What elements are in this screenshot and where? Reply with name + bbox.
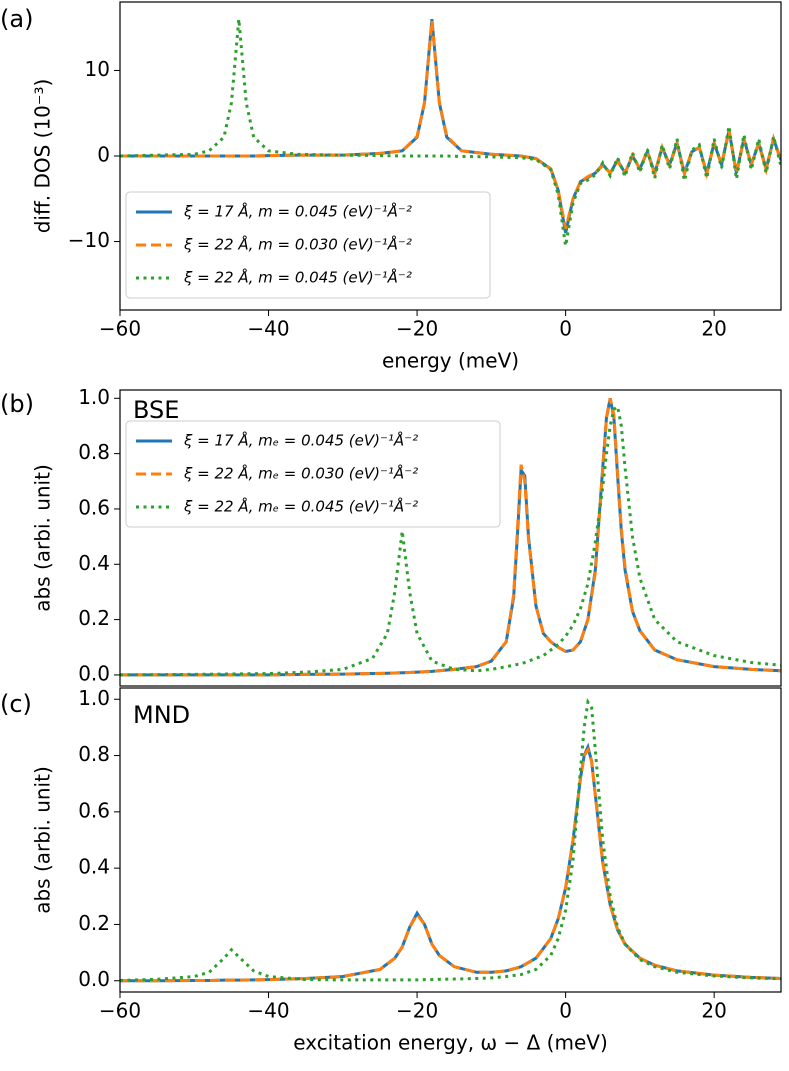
legend-label: ξ = 22 Å, m = 0.045 (eV)⁻¹Å⁻² <box>183 268 412 287</box>
line-series <box>120 18 781 247</box>
y-tick-label: 0.0 <box>78 967 110 991</box>
y-tick-label: 0.6 <box>78 798 110 822</box>
y-tick-label: 0 <box>97 143 110 167</box>
annotation: MND <box>133 701 190 729</box>
panel-label: (a) <box>0 5 33 33</box>
line-series <box>120 746 781 983</box>
y-axis-label: diff. DOS (10⁻³) <box>31 79 55 234</box>
legend-label: ξ = 17 Å, mₑ = 0.045 (eV)⁻¹Å⁻² <box>183 431 418 450</box>
y-tick-label: 0.2 <box>78 606 110 630</box>
y-tick-label: 0.6 <box>78 495 110 519</box>
line-series <box>120 697 781 982</box>
legend: ξ = 17 Å, mₑ = 0.045 (eV)⁻¹Å⁻² ξ = 22 Å, … <box>125 420 501 528</box>
x-tick-label: 20 <box>701 999 726 1023</box>
y-tick-label: 1.0 <box>78 686 110 710</box>
panel-label: (b) <box>0 390 34 418</box>
line-series <box>120 742 781 983</box>
annotation: BSE <box>133 396 179 424</box>
y-axis-label: abs (arbi. unit) <box>31 766 55 914</box>
y-axis-label: abs (arbi. unit) <box>31 464 55 612</box>
y-tick-label: 10 <box>85 57 110 81</box>
x-tick-label: 0 <box>559 317 572 341</box>
plot-area <box>120 697 781 983</box>
x-tick-label: 0 <box>559 999 572 1023</box>
x-tick-label: −40 <box>247 317 289 341</box>
y-tick-label: 0.0 <box>78 661 110 685</box>
x-tick-label: −40 <box>247 999 289 1023</box>
x-tick-label: −20 <box>396 317 438 341</box>
x-tick-label: −20 <box>396 999 438 1023</box>
axes-frame <box>119 389 782 687</box>
panel-label: (c) <box>0 690 32 718</box>
line-series <box>120 397 781 677</box>
y-tick-label: −10 <box>68 228 110 252</box>
y-tick-label: 0.2 <box>78 911 110 935</box>
y-tick-label: 0.8 <box>78 440 110 464</box>
x-tick-label: −60 <box>99 999 141 1023</box>
axes-frame <box>119 687 782 993</box>
legend-label: ξ = 22 Å, mₑ = 0.045 (eV)⁻¹Å⁻² <box>183 497 418 516</box>
y-tick-label: 0.4 <box>78 855 110 879</box>
legend-label: ξ = 22 Å, mₑ = 0.030 (eV)⁻¹Å⁻² <box>183 464 418 483</box>
plot-area <box>120 397 781 677</box>
axes-frame <box>119 1 782 311</box>
y-tick-label: 0.4 <box>78 551 110 575</box>
plot-area <box>120 18 781 247</box>
legend-label: ξ = 17 Å, m = 0.045 (eV)⁻¹Å⁻² <box>183 202 412 221</box>
line-series <box>120 20 781 230</box>
legend-frame <box>125 191 491 299</box>
x-axis-label: excitation energy, ω − Δ (meV) <box>293 1031 608 1055</box>
x-tick-label: 20 <box>701 317 726 341</box>
x-tick-label: −60 <box>99 317 141 341</box>
legend-frame <box>125 420 501 528</box>
legend-label: ξ = 22 Å, m = 0.030 (eV)⁻¹Å⁻² <box>183 235 412 254</box>
y-tick-label: 0.8 <box>78 742 110 766</box>
y-tick-label: 1.0 <box>78 385 110 409</box>
x-axis-label: energy (meV) <box>382 349 519 373</box>
legend: ξ = 17 Å, m = 0.045 (eV)⁻¹Å⁻² ξ = 22 Å, m… <box>125 191 491 299</box>
